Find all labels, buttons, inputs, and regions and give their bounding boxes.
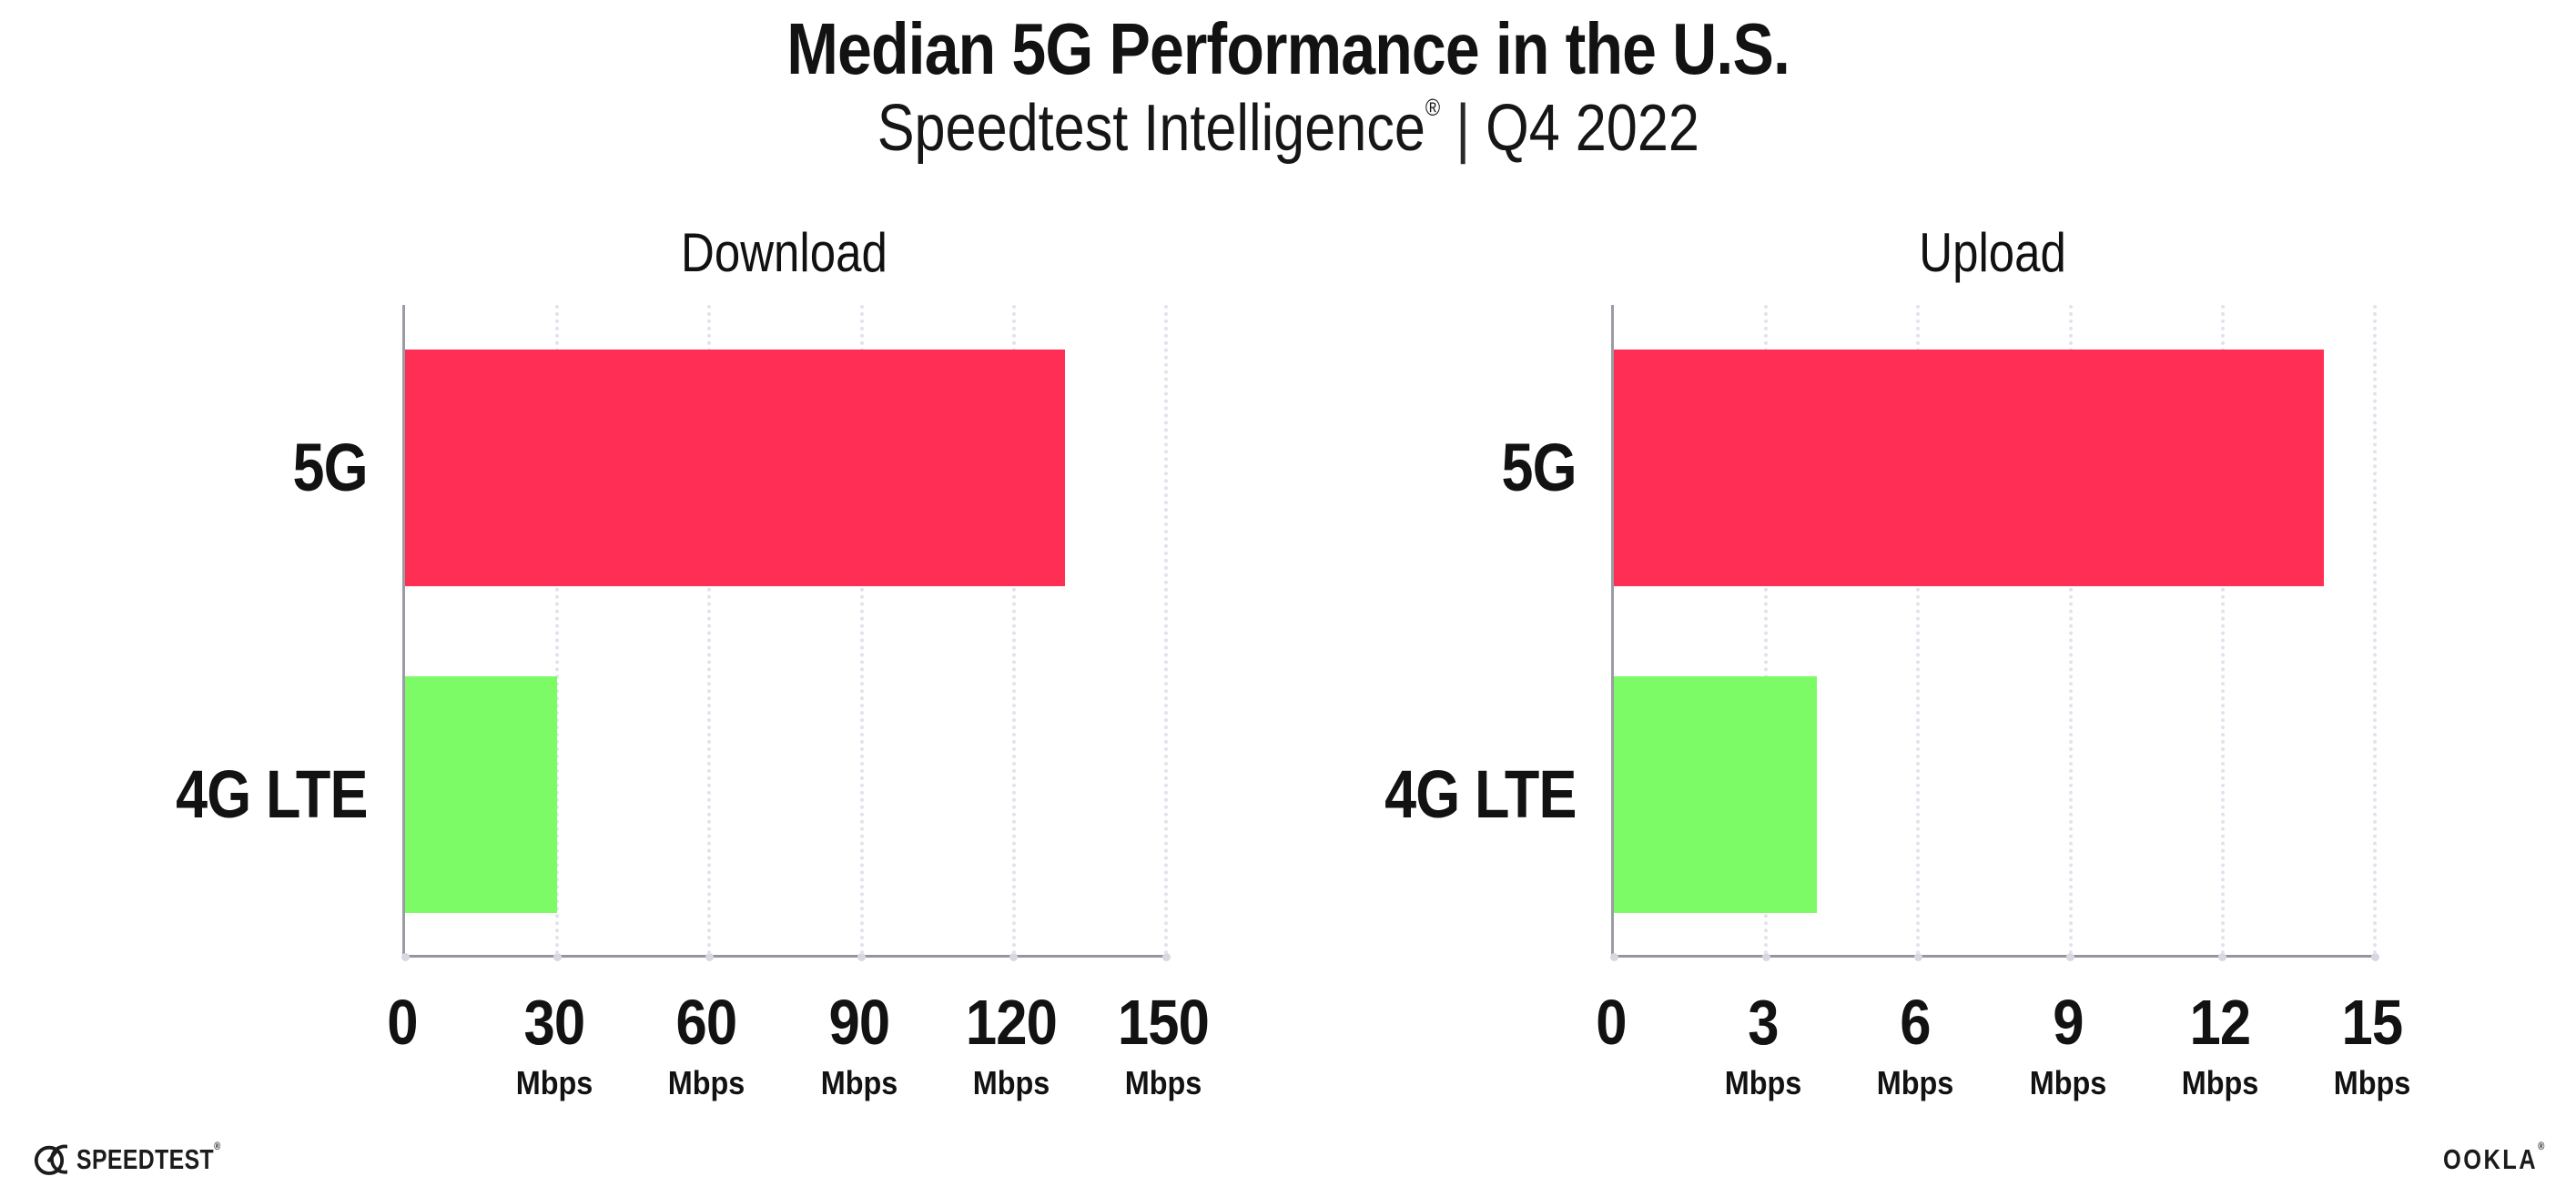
upload-xtick-9: 9 Mbps [1950,990,2186,1100]
download-xtick-value: 90 [828,987,890,1058]
download-gridline-120 [1011,305,1016,955]
upload-gridline-12 [2220,305,2225,955]
upload-xtick-value: 0 [1596,987,1627,1058]
download-tick-mark-60 [705,953,714,961]
upload-xtick-unit: Mbps [2333,1064,2411,1101]
download-plot-area [401,305,1171,961]
ookla-trademark: ® [2538,1140,2547,1152]
download-xtick-120: 120 Mbps [893,990,1130,1100]
upload-xtick-value: 9 [2052,987,2084,1058]
upload-tick-mark-6 [1913,953,1922,961]
upload-xtick-3: 3 Mbps [1645,990,1881,1100]
download-xtick-unit: Mbps [1124,1064,1202,1101]
download-xtick-value: 60 [676,987,738,1058]
upload-tick-mark-3 [1761,953,1770,961]
download-ylabel-4g-lte: 4G LTE [102,756,369,832]
upload-ylabel-text: 5G [1501,430,1577,506]
download-bar-4g-lte [405,675,558,913]
download-xtick-value: 120 [965,987,1058,1058]
upload-plot-area [1609,305,2379,961]
upload-xtick-value: 12 [2189,987,2251,1058]
upload-ylabel-4g-lte: 4G LTE [1311,756,1577,832]
download-ylabel-5g: 5G [102,430,369,506]
speedtest-gauge-icon [34,1144,67,1175]
upload-chart-title-text: Upload [1919,222,2067,283]
upload-tick-mark-9 [2066,953,2075,961]
page-subtitle-text: Speedtest Intelligence® | Q4 2022 [877,92,1699,165]
upload-gridline-6 [1916,305,1921,955]
page-title-text: Median 5G Performance in the U.S. [786,8,1790,89]
download-chart-title-text: Download [681,222,887,283]
upload-tick-mark-12 [2218,953,2227,961]
download-xtick-60: 60 Mbps [588,990,825,1100]
upload-chart-title: Upload [1611,221,2375,284]
upload-gridline-3 [1764,305,1769,955]
page-title: Median 5G Performance in the U.S. [0,11,2576,87]
download-chart: Download 5G 4G LTE 0 30 Mbps 60 Mbps 90 Mbps 120 Mb… [177,222,1210,1100]
upload-bar-4g-lte [1614,675,1817,913]
upload-ylabel-5g: 5G [1311,434,1577,502]
download-xtick-0: 0 [284,990,521,1054]
upload-xtick-value: 3 [1748,987,1779,1058]
upload-xtick-value: 15 [2341,987,2404,1058]
download-ylabel-text: 5G [292,430,369,506]
speedtest-trademark: ® [214,1140,221,1152]
speedtest-logo: SPEEDTEST® [31,1140,257,1178]
download-ylabel-text: 4G LTE [176,756,369,832]
download-xtick-unit: Mbps [820,1064,898,1101]
download-tick-mark-90 [857,953,867,961]
download-xtick-30: 30 Mbps [436,990,673,1100]
upload-gridline-15 [2373,305,2377,955]
upload-xtick-unit: Mbps [1877,1064,1954,1101]
upload-xtick-15: 15 Mbps [2254,990,2490,1100]
download-xtick-unit: Mbps [668,1064,745,1101]
download-xtick-150: 150 Mbps [1045,990,1282,1100]
speedtest-wordmark-text: SPEEDTEST [76,1143,215,1175]
upload-xtick-unit: Mbps [2181,1064,2259,1101]
download-gridline-30 [555,305,560,955]
download-gridline-150 [1164,305,1168,955]
upload-tick-mark-0 [1609,953,1618,961]
upload-bar-5g [1614,350,2325,587]
upload-gridline-9 [2068,305,2073,955]
subtitle-separator: | [1455,92,1470,165]
download-tick-mark-120 [1009,953,1019,961]
download-tick-mark-0 [401,953,410,961]
download-xtick-unit: Mbps [515,1064,593,1101]
upload-tick-mark-15 [2370,953,2379,961]
download-gridline-60 [707,305,712,955]
upload-xtick-unit: Mbps [1724,1064,1802,1101]
ookla-logo: OOKLA® [2420,1140,2547,1176]
upload-xtick-unit: Mbps [2029,1064,2106,1101]
upload-chart: Upload 5G 4G LTE 0 3 Mbps 6 Mbps 9 Mbps 12 Mbps 15 Mb… [1385,222,2411,1100]
download-tick-mark-30 [553,953,562,961]
subtitle-period: Q4 2022 [1485,92,1699,165]
download-gridline-90 [859,305,864,955]
speedtest-wordmark: SPEEDTEST® [76,1140,221,1176]
download-bar-5g [405,350,1065,587]
upload-ylabel-text: 4G LTE [1384,756,1577,832]
download-xtick-value: 150 [1117,987,1210,1058]
subtitle-brand: Speedtest Intelligence [877,92,1425,165]
download-xtick-90: 90 Mbps [741,990,978,1100]
upload-xtick-12: 12 Mbps [2102,990,2338,1100]
registered-mark: ® [1425,94,1440,121]
download-xtick-value: 0 [387,987,418,1058]
download-chart-title: Download [402,221,1166,284]
upload-xtick-6: 6 Mbps [1797,990,2033,1100]
ookla-wordmark: OOKLA® [2443,1140,2547,1176]
upload-xtick-0: 0 [1493,990,1729,1054]
page-subtitle: Speedtest Intelligence® | Q4 2022 [0,92,2576,165]
ookla-wordmark-text: OOKLA [2443,1143,2539,1175]
download-xtick-value: 30 [523,987,586,1058]
upload-xtick-value: 6 [1900,987,1932,1058]
download-tick-mark-150 [1161,953,1171,961]
download-xtick-unit: Mbps [972,1064,1050,1101]
